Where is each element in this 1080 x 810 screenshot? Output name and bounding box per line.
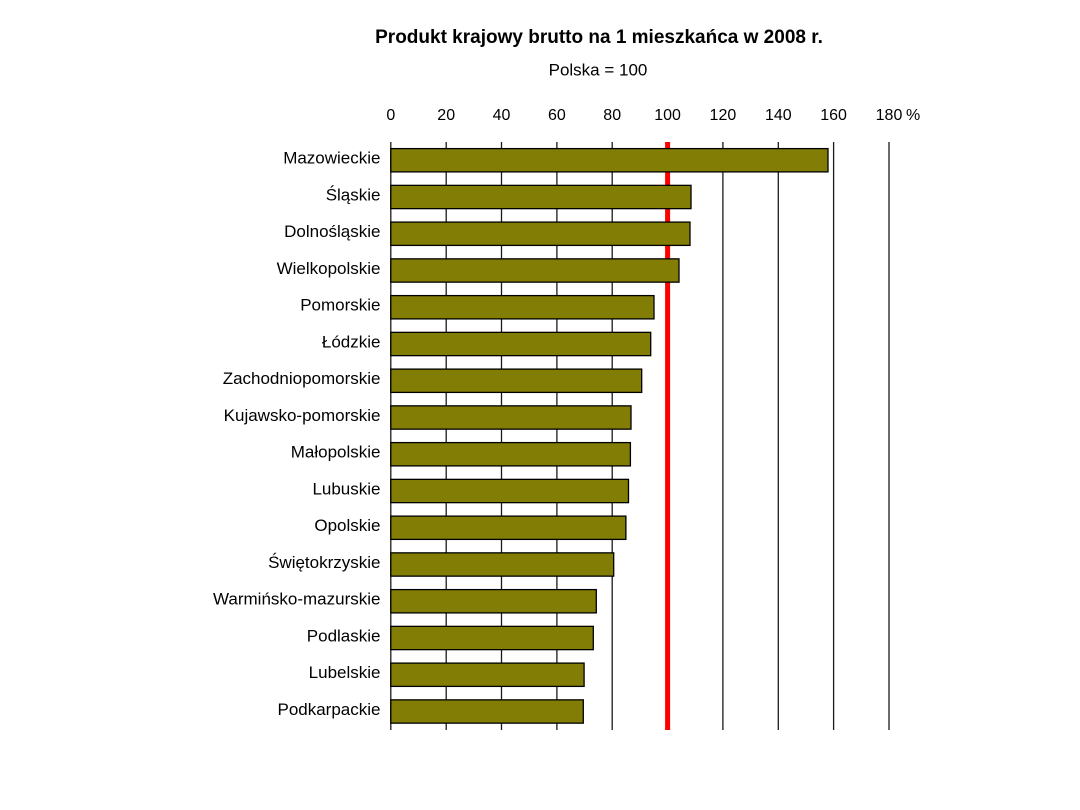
svg-text:80: 80	[603, 107, 621, 124]
svg-text:Świętokrzyskie: Świętokrzyskie	[268, 553, 380, 572]
svg-text:Małopolskie: Małopolskie	[291, 443, 381, 462]
svg-text:Pomorskie: Pomorskie	[300, 296, 380, 315]
svg-text:Lubuskie: Lubuskie	[312, 479, 380, 498]
svg-text:0: 0	[386, 107, 395, 124]
svg-text:Polska = 100: Polska = 100	[549, 61, 648, 80]
svg-text:Podlaskie: Podlaskie	[307, 626, 381, 645]
svg-text:120: 120	[710, 107, 737, 124]
svg-text:%: %	[906, 107, 920, 124]
svg-text:Warmińsko-mazurskie: Warmińsko-mazurskie	[213, 590, 381, 609]
svg-text:180: 180	[876, 107, 903, 124]
svg-text:Dolnośląskie: Dolnośląskie	[284, 222, 380, 241]
svg-text:Mazowieckie: Mazowieckie	[283, 149, 380, 168]
svg-text:Podkarpackie: Podkarpackie	[277, 700, 380, 719]
svg-text:Kujawsko-pomorskie: Kujawsko-pomorskie	[224, 406, 381, 425]
svg-text:Opolskie: Opolskie	[314, 516, 380, 535]
svg-text:Produkt krajowy brutto na 1 mi: Produkt krajowy brutto na 1 mieszkańca w…	[375, 27, 823, 48]
svg-text:40: 40	[493, 107, 511, 124]
svg-text:Łódzkie: Łódzkie	[322, 332, 381, 351]
svg-text:140: 140	[765, 107, 792, 124]
svg-text:Zachodniopomorskie: Zachodniopomorskie	[223, 369, 381, 388]
svg-text:Wielkopolskie: Wielkopolskie	[277, 259, 381, 278]
svg-text:Śląskie: Śląskie	[326, 185, 381, 204]
svg-text:20: 20	[437, 107, 455, 124]
svg-text:Lubelskie: Lubelskie	[309, 663, 381, 682]
svg-text:60: 60	[548, 107, 566, 124]
svg-text:160: 160	[820, 107, 847, 124]
svg-text:100: 100	[654, 107, 681, 124]
